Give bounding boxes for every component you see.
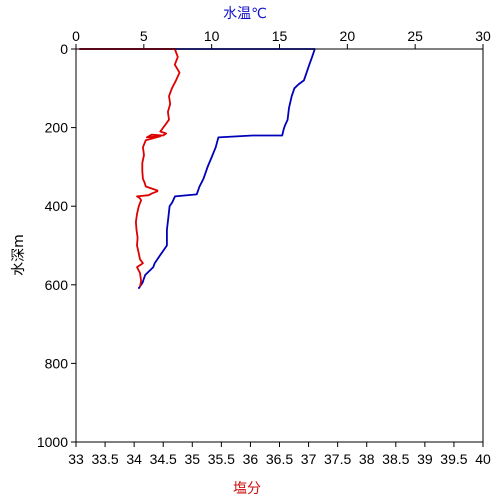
- y-tick-label: 200: [45, 120, 69, 136]
- bottom-tick-label: 39.5: [440, 451, 467, 467]
- bottom-tick-label: 38: [359, 451, 375, 467]
- top-tick-label: 0: [72, 28, 80, 44]
- bottom-tick-label: 34.5: [150, 451, 177, 467]
- temperature-series-line: [80, 48, 316, 290]
- bottom-tick-label: 37: [301, 451, 317, 467]
- top-tick-label: 30: [475, 28, 491, 44]
- y-axis-ticks: 0 200 400 600 800 1000: [37, 41, 76, 450]
- y-tick-label: 400: [45, 198, 69, 214]
- bottom-tick-label: 39: [417, 451, 433, 467]
- y-axis-label: 水深m: [11, 234, 27, 276]
- top-tick-label: 25: [407, 28, 423, 44]
- bottom-tick-label: 35.5: [208, 451, 235, 467]
- series-layer: [78, 48, 316, 290]
- salinity-series-line: [78, 48, 181, 287]
- top-tick-label: 20: [340, 28, 356, 44]
- bottom-tick-label: 36.5: [266, 451, 293, 467]
- top-axis-label: 水温℃: [223, 6, 267, 22]
- bottom-axis-ticks: 33 33.5 34 34.5 35 35.5 36 36.5 37 37.5 38 38.5 39 39…: [68, 442, 491, 467]
- bottom-tick-label: 37.5: [324, 451, 351, 467]
- top-tick-label: 5: [140, 28, 148, 44]
- bottom-tick-label: 40: [475, 451, 491, 467]
- bottom-tick-label: 35: [184, 451, 200, 467]
- bottom-tick-label: 33: [68, 451, 84, 467]
- bottom-tick-label: 33.5: [91, 451, 118, 467]
- top-tick-label: 10: [204, 28, 220, 44]
- y-tick-label: 600: [45, 277, 69, 293]
- bottom-axis-label: 塩分: [233, 481, 261, 497]
- y-tick-label: 0: [60, 41, 68, 57]
- y-tick-label: 1000: [37, 434, 68, 450]
- bottom-tick-label: 38.5: [382, 451, 409, 467]
- bottom-tick-label: 36: [243, 451, 259, 467]
- plot-frame: [75, 48, 484, 443]
- y-tick-label: 800: [45, 355, 69, 371]
- top-tick-label: 15: [272, 28, 288, 44]
- bottom-tick-label: 34: [126, 451, 142, 467]
- top-axis-ticks: 0 5 10 15 20 25 30: [72, 28, 491, 49]
